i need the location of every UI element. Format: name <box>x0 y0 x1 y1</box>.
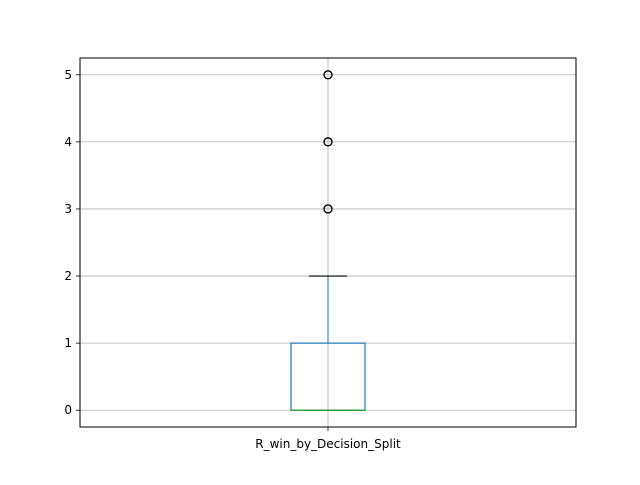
x-tick-label: R_win_by_Decision_Split <box>255 437 401 451</box>
plot-area-frame <box>79 57 577 428</box>
box-series <box>290 70 366 411</box>
x-axis: R_win_by_Decision_Split <box>255 427 401 451</box>
y-tick-label: 3 <box>64 202 72 216</box>
y-tick-label: 5 <box>64 68 72 82</box>
outlier-point <box>323 70 333 80</box>
outlier-point <box>323 204 333 214</box>
outlier-point <box>323 137 333 147</box>
y-tick-label: 1 <box>64 336 72 350</box>
y-tick-label: 4 <box>64 135 72 149</box>
y-axis: 0 1 2 3 4 5 <box>64 68 80 417</box>
y-tick-label: 2 <box>64 269 72 283</box>
y-tick-label: 0 <box>64 403 72 417</box>
